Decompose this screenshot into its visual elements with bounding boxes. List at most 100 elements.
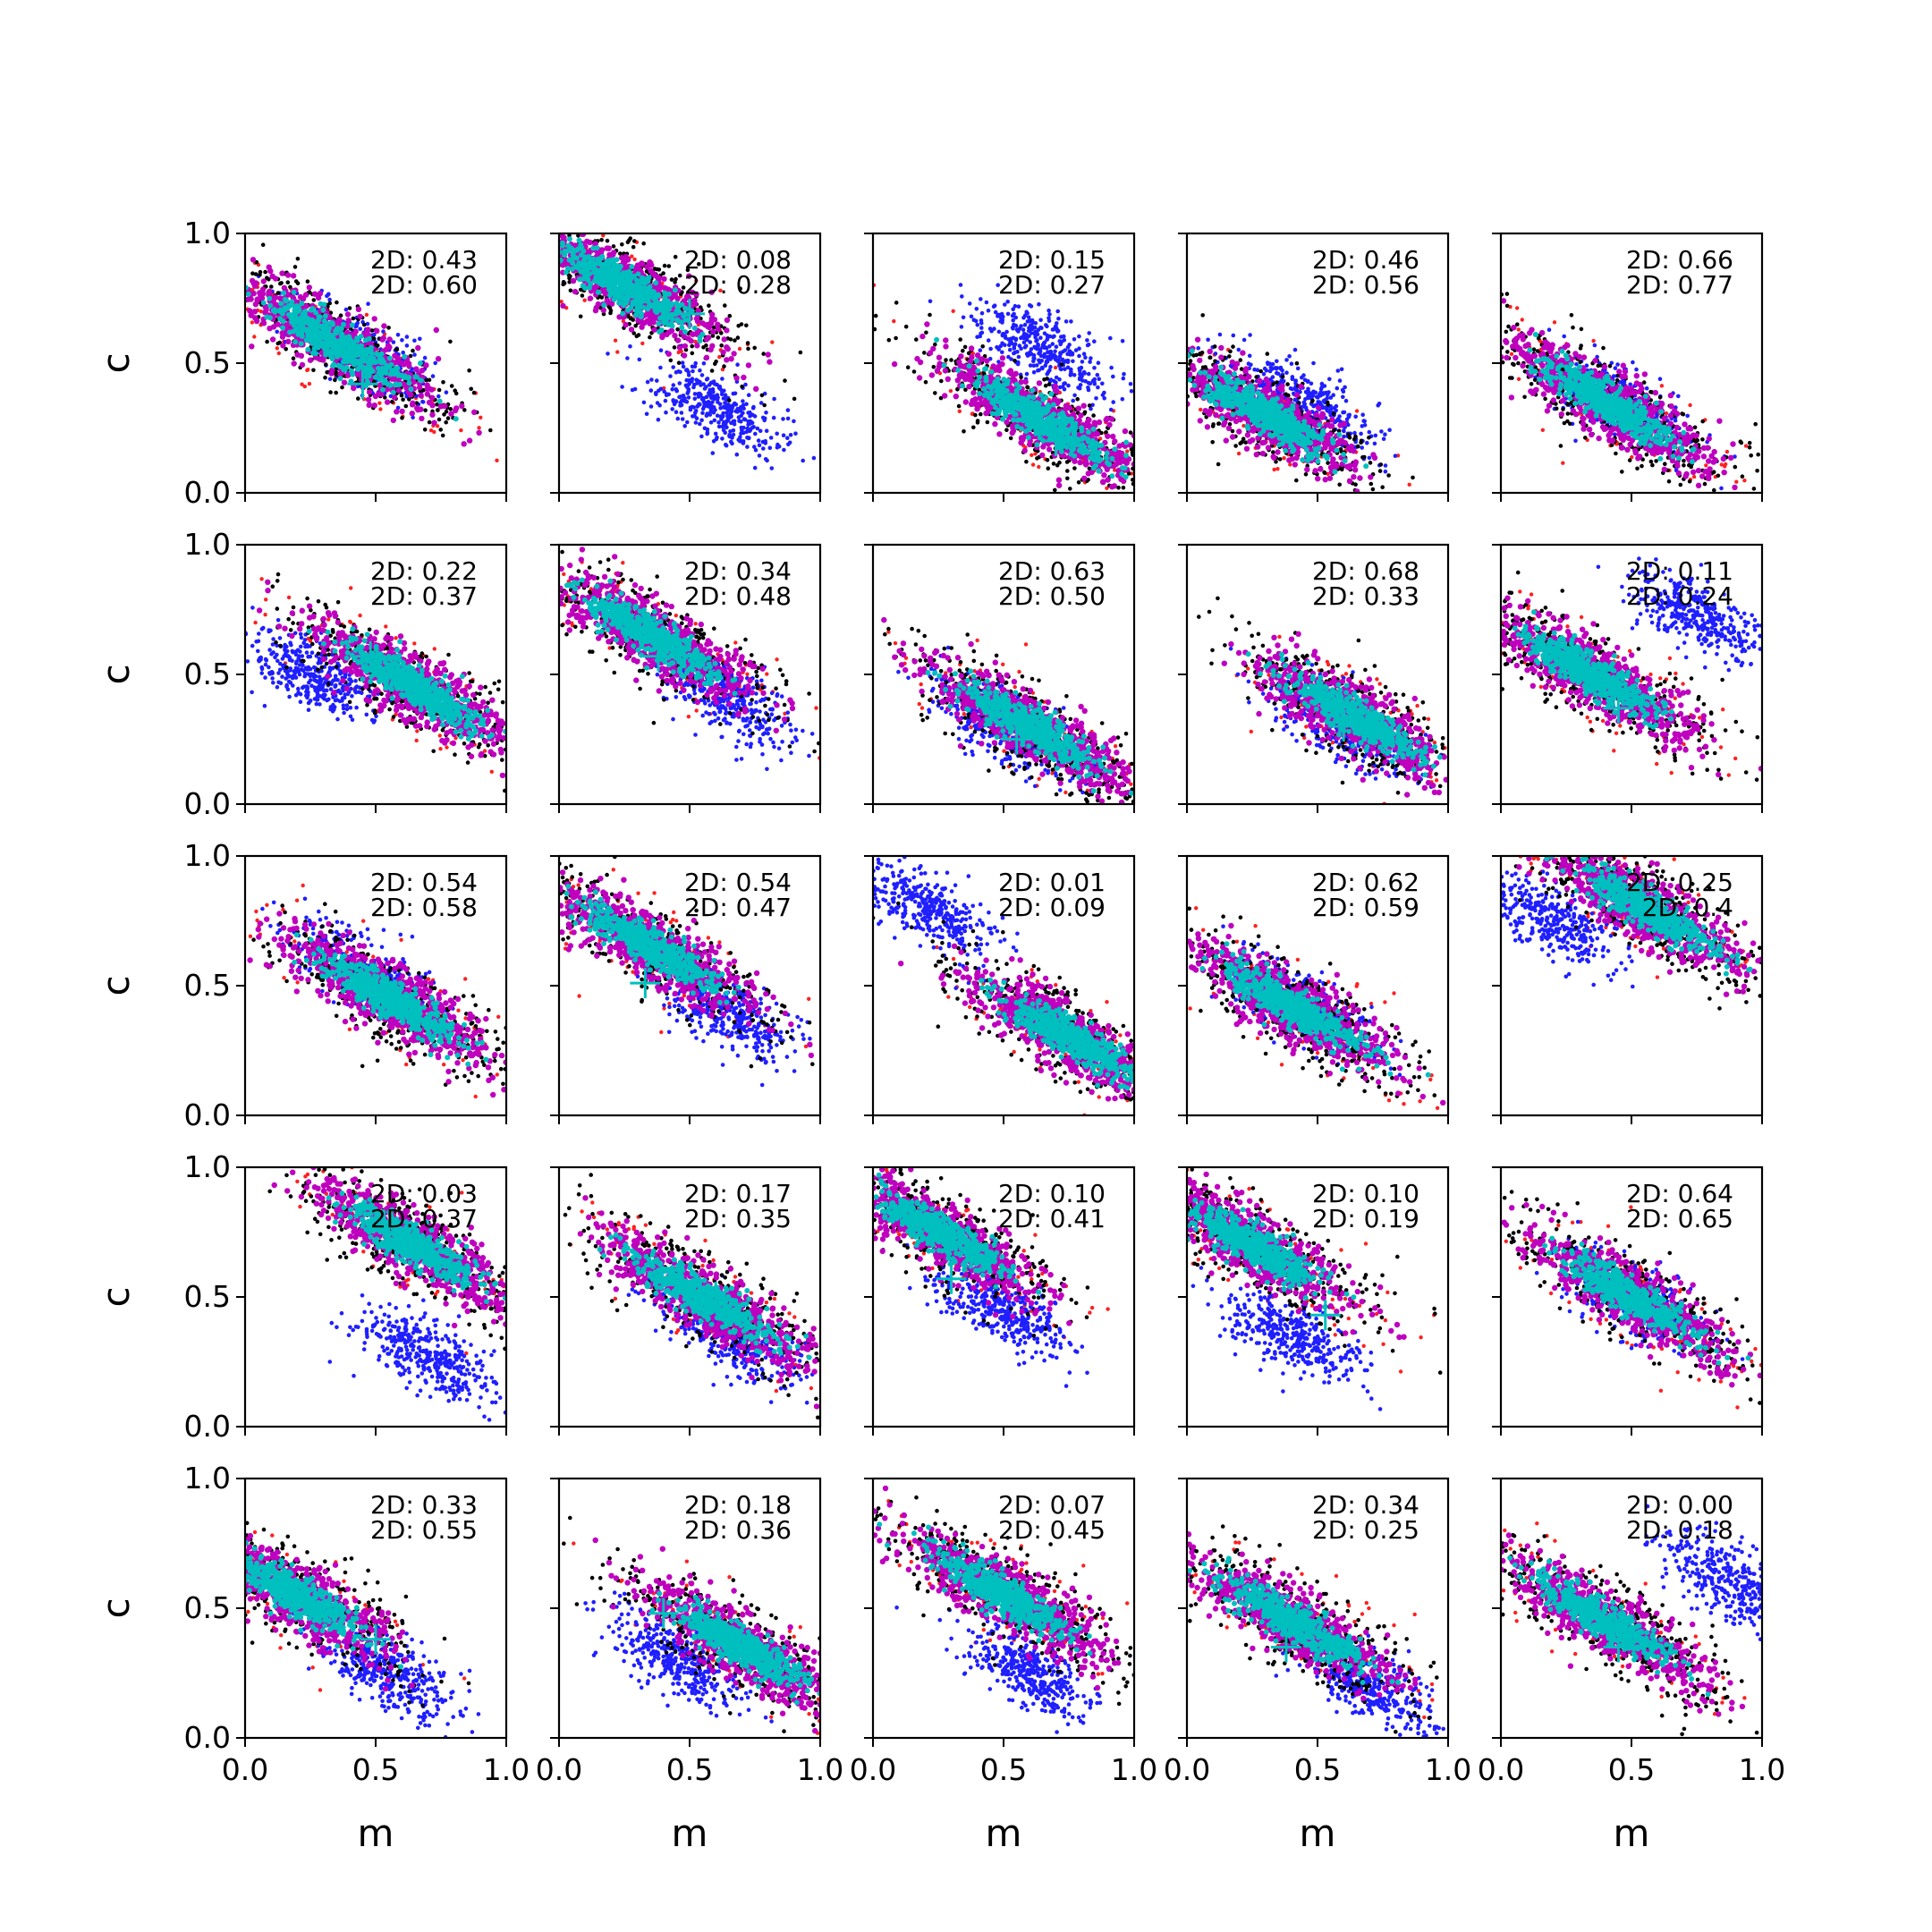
black-point	[676, 360, 682, 366]
blue-point	[1036, 343, 1040, 349]
cyan-point	[601, 302, 607, 308]
blue-point	[1083, 355, 1088, 360]
magenta-point	[437, 403, 445, 410]
magenta-point	[609, 301, 615, 307]
blue-point	[1072, 373, 1077, 377]
cyan-point	[260, 300, 267, 306]
blue-point	[692, 396, 698, 402]
blue-point	[658, 365, 663, 370]
blue-point	[1065, 365, 1071, 370]
black-point	[324, 362, 328, 367]
blue-point	[785, 416, 791, 421]
magenta-point	[692, 301, 699, 307]
blue-point	[705, 431, 709, 436]
black-point	[1104, 430, 1108, 435]
cyan-point	[292, 314, 299, 320]
cyan-point	[623, 281, 630, 287]
magenta-point	[344, 372, 352, 378]
blue-point	[699, 373, 705, 377]
cyan-point	[665, 291, 672, 297]
blue-point	[663, 398, 668, 403]
red-point	[717, 354, 722, 360]
blue-point	[728, 429, 733, 434]
magenta-point	[572, 288, 579, 295]
blue-point	[751, 425, 756, 429]
blue-point	[748, 410, 752, 415]
blue-point	[412, 338, 417, 343]
cyan-point	[615, 279, 622, 285]
magenta-point	[290, 273, 297, 279]
red-point	[770, 340, 775, 344]
cyan-point	[318, 335, 325, 341]
blue-point	[1089, 406, 1093, 411]
magenta-point	[326, 314, 333, 320]
blue-point	[713, 431, 718, 436]
cyan-point	[611, 261, 617, 267]
magenta-point	[299, 361, 306, 369]
blue-point	[1012, 351, 1016, 356]
cyan-point	[367, 360, 373, 366]
blue-point	[1029, 347, 1034, 352]
cyan-point	[594, 245, 600, 251]
black-point	[955, 387, 960, 392]
black-point	[576, 233, 580, 238]
cyan-point	[337, 376, 343, 382]
blue-point	[1034, 363, 1039, 368]
blue-point	[757, 453, 762, 458]
black-point	[400, 416, 404, 420]
cyan-point	[633, 312, 639, 318]
blue-point	[708, 412, 713, 417]
black-point	[1087, 403, 1092, 408]
black-point	[265, 275, 269, 281]
black-point	[467, 369, 471, 373]
blue-point	[412, 352, 417, 357]
red-point	[378, 407, 383, 411]
black-point	[444, 409, 449, 414]
blue-point	[679, 411, 684, 415]
blue-point	[698, 368, 702, 373]
cyan-point	[328, 333, 335, 339]
magenta-point	[285, 338, 292, 345]
black-point	[669, 277, 674, 282]
cyan-point	[605, 283, 611, 289]
black-point	[599, 237, 604, 242]
cyan-point	[699, 331, 706, 337]
blue-point	[625, 356, 630, 360]
magenta-point	[592, 307, 599, 314]
red-point	[892, 318, 896, 324]
blue-point	[699, 434, 704, 439]
black-point	[323, 375, 327, 380]
black-point	[905, 365, 911, 370]
magenta-point	[415, 344, 421, 352]
magenta-point	[720, 349, 726, 356]
blue-point	[782, 447, 786, 453]
cyan-point	[292, 339, 299, 345]
blue-point	[678, 394, 683, 399]
cyan-point	[629, 264, 635, 270]
cyan-point	[412, 374, 419, 380]
magenta-point	[715, 326, 722, 333]
black-point	[1035, 456, 1039, 461]
blue-point	[984, 300, 989, 305]
black-point	[278, 281, 283, 286]
black-point	[733, 338, 737, 343]
cyan-point	[299, 332, 305, 338]
magenta-point	[399, 408, 405, 415]
magenta-point	[689, 331, 696, 337]
blue-point	[1072, 337, 1077, 342]
black-point	[488, 428, 493, 433]
magenta-point	[267, 326, 273, 332]
cyan-point	[580, 283, 586, 289]
cyan-point	[559, 240, 565, 246]
black-point	[275, 291, 281, 295]
blue-point	[731, 402, 735, 408]
cyan-point	[647, 284, 653, 290]
blue-point	[731, 432, 736, 437]
blue-point	[1065, 344, 1071, 350]
blue-point	[811, 455, 817, 461]
magenta-point	[317, 291, 324, 297]
cyan-point	[614, 257, 620, 263]
